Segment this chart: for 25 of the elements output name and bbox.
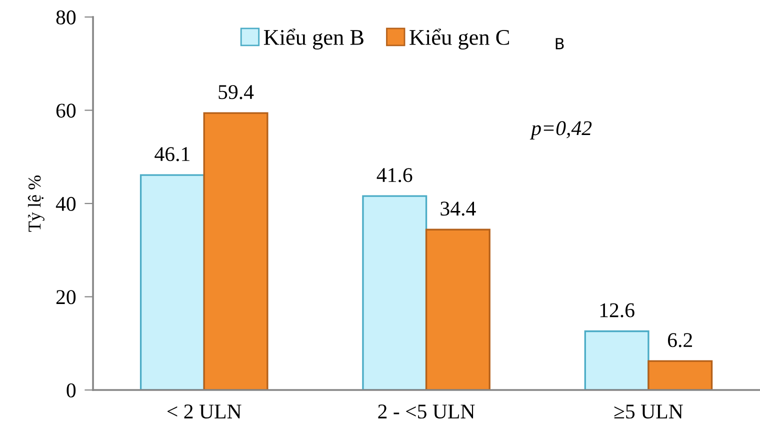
x-tick-label: ≥5 ULN — [614, 404, 683, 419]
x-tick-label: < 2 ULN — [167, 404, 242, 419]
data-label: 34.4 — [440, 202, 476, 216]
legend-label: Kiểu gen C — [410, 28, 509, 50]
annotation: p=0,42 — [530, 121, 592, 140]
x-tick-label: 2 - <5 ULN — [378, 404, 475, 419]
bar — [203, 112, 268, 390]
data-label: 6.2 — [668, 333, 692, 348]
bar — [362, 195, 428, 390]
y-axis-title: Tỷ lệ % — [28, 176, 44, 232]
bar — [140, 174, 205, 390]
data-label: 41.6 — [376, 168, 412, 182]
y-tick-label: 80 — [56, 10, 76, 24]
legend-label: Kiểu gen B — [264, 28, 364, 50]
annotation: B — [556, 38, 564, 50]
bar — [648, 360, 713, 390]
data-label: 46.1 — [154, 147, 190, 162]
y-tick-label: 40 — [56, 196, 76, 211]
y-tick-label: 60 — [56, 104, 76, 118]
y-tick-label: 0 — [66, 383, 76, 398]
bar — [584, 330, 650, 390]
y-tick-label: 20 — [56, 290, 76, 304]
data-label: 59.4 — [218, 85, 254, 100]
bar — [425, 228, 490, 390]
data-label: 12.6 — [600, 303, 634, 318]
